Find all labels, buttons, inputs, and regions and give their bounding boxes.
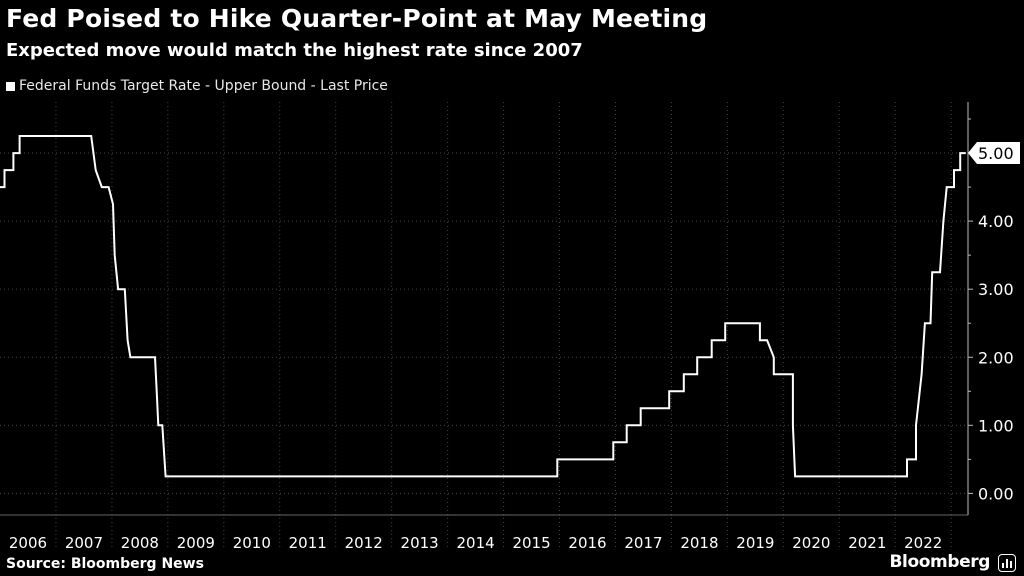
x-tick-label: 2012 xyxy=(345,534,383,552)
chart-subtitle: Expected move would match the highest ra… xyxy=(6,40,583,61)
y-tick-label: 2.00 xyxy=(978,348,1014,367)
x-tick-label: 2006 xyxy=(9,534,47,552)
y-tick-label: 4.00 xyxy=(978,212,1014,231)
x-tick-label: 2022 xyxy=(904,534,942,552)
series-line xyxy=(0,135,966,478)
y-tick-label: 0.00 xyxy=(978,484,1014,503)
bloomberg-chart-icon xyxy=(998,554,1016,572)
x-tick-label: 2013 xyxy=(401,534,439,552)
x-tick-label: 2009 xyxy=(177,534,215,552)
x-tick-label: 2019 xyxy=(736,534,774,552)
x-tick-label: 2021 xyxy=(848,534,886,552)
x-tick-label: 2018 xyxy=(680,534,718,552)
x-tick-label: 2016 xyxy=(568,534,606,552)
chart-legend: Federal Funds Target Rate - Upper Bound … xyxy=(6,78,388,94)
x-tick-label: 2020 xyxy=(792,534,830,552)
x-tick-label: 2011 xyxy=(289,534,327,552)
y-tick-label: 1.00 xyxy=(978,416,1014,435)
last-value-label: 5.00 xyxy=(978,144,1014,163)
x-tick-label: 2008 xyxy=(121,534,159,552)
y-tick-label: 3.00 xyxy=(978,280,1014,299)
x-tick-label: 2007 xyxy=(65,534,103,552)
x-tick-label: 2017 xyxy=(624,534,662,552)
x-tick-label: 2014 xyxy=(457,534,495,552)
legend-label: Federal Funds Target Rate - Upper Bound … xyxy=(19,78,388,94)
x-tick-label: 2015 xyxy=(512,534,550,552)
x-tick-label: 2010 xyxy=(233,534,271,552)
bloomberg-logo: Bloomberg xyxy=(889,552,990,572)
source-note: Source: Bloomberg News xyxy=(6,556,204,572)
last-value-tag xyxy=(968,142,1020,165)
legend-swatch xyxy=(6,81,15,91)
chart-title: Fed Poised to Hike Quarter-Point at May … xyxy=(6,4,708,33)
